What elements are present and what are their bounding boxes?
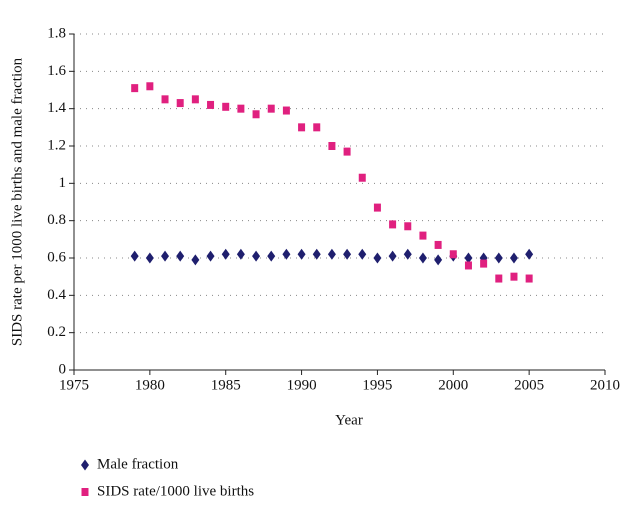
point [494,252,503,264]
legend-marker [81,488,89,496]
point [495,274,503,283]
point [389,220,397,229]
point [236,248,245,260]
point [298,123,306,132]
y-tick-label: 1.2 [47,137,66,153]
legend-marker [81,459,89,471]
legend-label: SIDS rate/1000 live births [97,483,254,499]
x-tick-label: 1990 [287,377,317,393]
point [403,248,412,260]
point [207,100,215,109]
point [373,203,381,212]
point [373,252,382,264]
y-tick-label: 1.6 [47,63,66,79]
point [130,250,139,262]
point [145,252,154,264]
x-tick-label: 2010 [590,377,620,393]
y-axis-label: SIDS rate per 1000 live births and male … [9,57,25,346]
y-tick-label: 0 [59,361,67,377]
point [509,252,518,264]
x-tick-label: 1980 [135,377,165,393]
point [313,123,321,132]
x-tick-label: 1985 [211,377,241,393]
point [146,82,154,91]
point [252,250,261,262]
point [312,248,321,260]
point [176,99,184,108]
point [404,222,412,231]
point [252,110,260,119]
point [191,95,199,104]
y-tick-label: 0.8 [47,212,66,228]
point [418,252,427,264]
point [267,250,276,262]
point [327,248,336,260]
point [237,104,245,113]
point [434,254,443,266]
point [434,240,442,249]
x-tick-label: 1975 [59,377,89,393]
y-tick-label: 1 [59,175,67,191]
point [176,250,185,262]
point [343,147,351,156]
point [282,106,290,115]
point [358,173,366,182]
point [191,254,200,266]
point [343,248,352,260]
point [267,104,275,113]
point [282,248,291,260]
point [131,84,139,93]
point [328,142,336,150]
y-tick-label: 1.8 [47,25,66,41]
point [358,248,367,260]
point [525,274,533,283]
point [419,231,427,240]
x-tick-label: 2005 [514,377,544,393]
x-tick-label: 2000 [438,377,468,393]
point [222,102,230,111]
point [464,252,473,264]
point [388,250,397,262]
point [480,259,488,268]
y-tick-label: 0.2 [47,324,66,340]
point [297,248,306,260]
legend-label: Male fraction [97,456,179,472]
point [525,248,534,260]
point [449,250,457,259]
point [464,261,472,270]
point [161,95,169,104]
x-tick-label: 1995 [362,377,392,393]
point [206,250,215,262]
y-tick-label: 0.6 [47,249,66,265]
point [221,248,230,260]
x-axis-label: Year [335,412,363,428]
point [510,272,518,281]
y-tick-label: 1.4 [47,100,66,116]
y-tick-label: 0.4 [47,287,66,303]
point [161,250,170,262]
